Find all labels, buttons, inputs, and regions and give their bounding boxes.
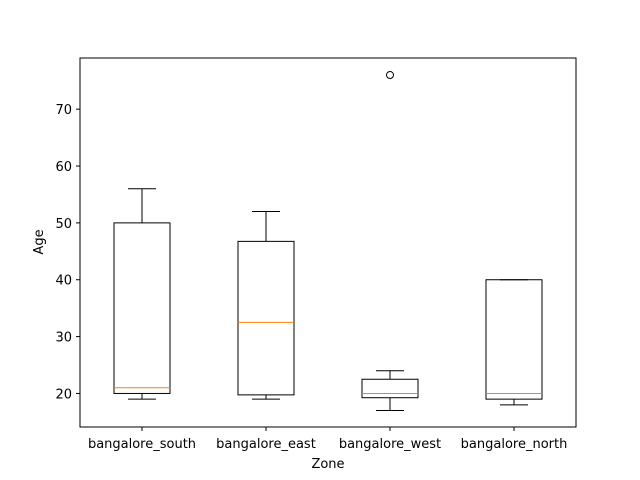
y-tick-label: 40 — [55, 274, 72, 289]
x-tick-label: bangalore_east — [216, 437, 316, 452]
x-tick-label: bangalore_north — [461, 437, 568, 452]
plot-marks — [114, 72, 542, 411]
iqr-box — [114, 223, 170, 394]
x-axis: bangalore_south bangalore_east bangalore_w… — [88, 427, 567, 452]
y-tick-label: 20 — [55, 387, 72, 402]
y-tick-label: 60 — [55, 160, 72, 175]
box-bangalore_west — [362, 72, 418, 411]
iqr-box — [486, 280, 542, 399]
plot-frame — [80, 58, 576, 427]
iqr-box — [362, 379, 418, 397]
y-tick-label: 30 — [55, 331, 72, 346]
iqr-box — [238, 241, 294, 395]
y-axis-label: Age — [32, 229, 47, 254]
box-bangalore_east — [238, 212, 294, 400]
box-bangalore_south — [114, 189, 170, 399]
y-axis: 20 30 40 50 60 70 — [55, 103, 80, 402]
box-bangalore_north — [486, 280, 542, 405]
outlier-point — [387, 72, 394, 79]
x-tick-label: bangalore_south — [88, 437, 196, 452]
x-tick-label: bangalore_west — [339, 437, 441, 452]
x-axis-label: Zone — [311, 457, 344, 472]
y-tick-label: 70 — [55, 103, 72, 118]
y-tick-label: 50 — [55, 217, 72, 232]
